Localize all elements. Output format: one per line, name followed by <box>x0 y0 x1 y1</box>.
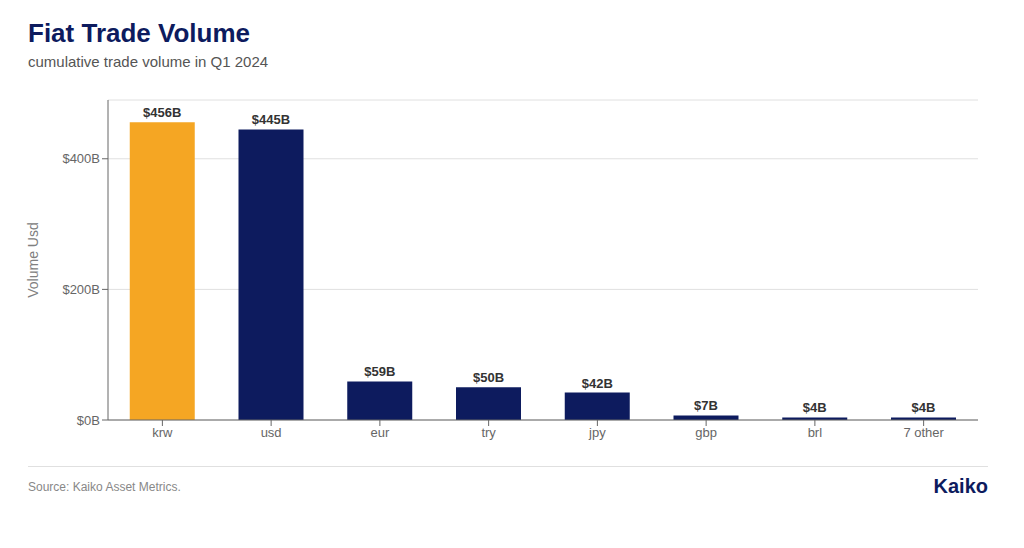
svg-text:usd: usd <box>261 425 282 440</box>
svg-text:$59B: $59B <box>364 364 395 379</box>
svg-text:$7B: $7B <box>694 398 718 413</box>
svg-text:Volume Usd: Volume Usd <box>25 222 41 297</box>
svg-text:$50B: $50B <box>473 370 504 385</box>
html-text:cumulative trade volume in Q1: cumulative trade volume in Q1 2024 <box>28 53 269 70</box>
svg-text:krw: krw <box>152 425 173 440</box>
svg-text:$42B: $42B <box>582 376 613 391</box>
svg-text:$200B: $200B <box>62 282 100 297</box>
html-text:Fiat Trade Volume: Fiat Trade Volume <box>28 18 250 48</box>
svg-text:$4B: $4B <box>912 400 936 415</box>
svg-text:jpy: jpy <box>588 425 606 440</box>
svg-text:7 other: 7 other <box>903 425 944 440</box>
svg-text:try: try <box>481 425 496 440</box>
svg-text:gbp: gbp <box>695 425 717 440</box>
svg-text:$4B: $4B <box>803 400 827 415</box>
svg-text:$400B: $400B <box>62 151 100 166</box>
html-text:Kaiko: Kaiko <box>933 475 988 497</box>
svg-text:$456B: $456B <box>143 105 181 120</box>
svg-text:$0B: $0B <box>77 413 100 428</box>
svg-text:brl: brl <box>808 425 823 440</box>
html-text:Source: Kaiko Asset Metrics.: Source: Kaiko Asset Metrics. <box>28 479 181 494</box>
svg-text:$445B: $445B <box>252 112 290 127</box>
svg-text:eur: eur <box>370 425 389 440</box>
